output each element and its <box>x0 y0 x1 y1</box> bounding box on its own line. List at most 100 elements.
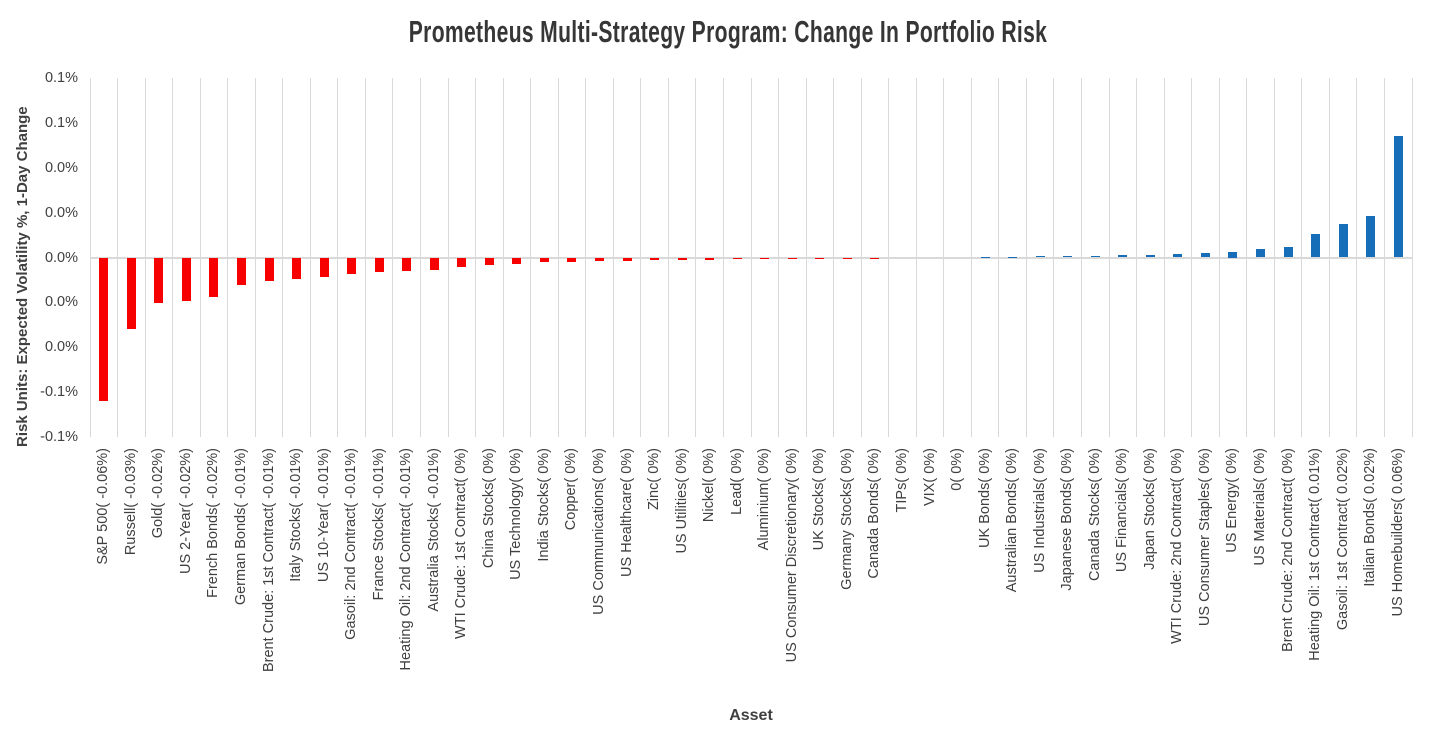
negative-bar <box>154 257 164 304</box>
x-tick-label: US Energy( 0%) <box>1224 448 1241 553</box>
positive-bar <box>1200 253 1210 258</box>
y-tick-label: -0.1% <box>40 384 78 401</box>
x-tick-label: US Financials( 0%) <box>1114 448 1131 573</box>
x-tick-label: US Homebuilders( 0.06%) <box>1389 448 1406 617</box>
positive-bar <box>1338 224 1348 258</box>
x-tick-label: Italy Stocks( -0.01%) <box>288 448 305 582</box>
x-tick-label: US Materials( 0%) <box>1252 448 1269 566</box>
x-tick-label: US Consumer Discretionary( 0%) <box>783 448 800 663</box>
y-tick-label: 0.1% <box>44 70 78 86</box>
negative-bar <box>512 257 522 264</box>
x-tick-label: Japan Stocks( 0%) <box>1141 448 1158 570</box>
negative-bar <box>236 257 246 285</box>
negative-bar <box>677 257 687 261</box>
x-tick-label: Nickel( 0%) <box>701 448 718 523</box>
x-tick-label: WTI Crude: 1st Contract( 0%) <box>453 448 470 639</box>
plot-area <box>89 78 1413 437</box>
negative-bar <box>539 257 549 263</box>
x-tick-label: Gasoil: 2nd Contract( -0.01%) <box>343 448 360 640</box>
y-tick-label: 0.0% <box>44 159 78 176</box>
negative-bar <box>870 257 880 259</box>
negative-bar <box>567 257 577 262</box>
negative-bar <box>99 257 109 402</box>
x-tick-label: US 2-Year( -0.02%) <box>177 448 194 574</box>
positive-bar <box>1228 251 1238 258</box>
x-tick-label: Gasoil: 1st Contract( 0.02%) <box>1334 448 1351 631</box>
y-tick-label: 0.1% <box>44 114 78 131</box>
x-tick-label: France Stocks( -0.01%) <box>370 448 387 601</box>
negative-bar <box>374 257 384 273</box>
positive-bar <box>1311 233 1321 258</box>
x-tick-label: Canada Bonds( 0%) <box>866 448 883 579</box>
x-tick-label: Australia Stocks( -0.01%) <box>425 448 442 612</box>
y-tick-label: 0.0% <box>44 294 78 311</box>
negative-bar <box>705 257 715 260</box>
negative-bar <box>457 257 467 268</box>
negative-bar <box>429 257 439 271</box>
negative-bar <box>319 257 329 278</box>
x-tick-label: German Bonds( -0.01%) <box>232 448 249 606</box>
negative-bar <box>787 257 797 259</box>
negative-bar <box>815 257 825 259</box>
x-tick-label: Japanese Bonds( 0%) <box>1059 448 1076 591</box>
negative-bar <box>484 257 494 266</box>
negative-bar <box>650 257 660 261</box>
x-tick-label: US Industrials( 0%) <box>1031 448 1048 573</box>
y-axis-title: Risk Units: Expected Volatility %, 1-Day… <box>14 106 31 448</box>
x-tick-label: TIPs( 0%) <box>893 448 910 513</box>
negative-bar <box>181 257 191 302</box>
x-tick-label: S&P 500( -0.06%) <box>95 448 112 565</box>
x-tick-label: US Healthcare( 0%) <box>618 448 635 577</box>
x-tick-label: Russell( -0.03%) <box>122 448 139 556</box>
x-tick-label: 0( 0%) <box>949 448 966 491</box>
x-tick-label: UK Bonds( 0%) <box>976 448 993 548</box>
chart-title: Prometheus Multi-Strategy Program: Chang… <box>408 14 1048 49</box>
x-tick-label: UK Stocks( 0%) <box>811 448 828 551</box>
x-tick-label: US Consumer Staples( 0%) <box>1196 448 1213 627</box>
positive-bar <box>1145 254 1155 258</box>
x-tick-label: Australian Bonds( 0%) <box>1004 448 1021 593</box>
negative-bar <box>264 257 274 281</box>
x-tick-label: Heating Oil: 1st Contract( 0.01%) <box>1307 448 1324 661</box>
y-tick-label: 0.0% <box>44 339 78 356</box>
negative-bar <box>292 257 302 280</box>
x-tick-label: Germany Stocks( 0%) <box>838 448 855 590</box>
positive-bar <box>1063 256 1073 258</box>
positive-bar <box>1256 248 1266 258</box>
y-tick-label: 0.0% <box>44 249 78 266</box>
x-tick-label: US 10-Year( -0.01%) <box>315 448 332 583</box>
positive-bar <box>1283 246 1293 258</box>
negative-bar <box>622 257 632 261</box>
x-tick-label: Brent Crude: 1st Contract( -0.01%) <box>260 448 277 673</box>
x-tick-label: Heating Oil: 2nd Contract( -0.01%) <box>398 448 415 671</box>
x-tick-label: US Utilities( 0%) <box>673 448 690 554</box>
negative-bar <box>732 257 742 260</box>
x-tick-label: French Bonds( -0.02%) <box>205 448 222 598</box>
vertical-gridline <box>1411 78 1413 437</box>
negative-bar <box>402 257 412 271</box>
x-tick-label: Copper( 0%) <box>563 448 580 531</box>
positive-bar <box>1393 135 1403 258</box>
negative-bar <box>595 257 605 262</box>
y-tick-label: -0.1% <box>40 429 78 445</box>
x-tick-label: Gold( -0.02%) <box>150 448 167 539</box>
negative-bar <box>760 257 770 259</box>
negative-bar <box>842 257 852 259</box>
zero-gridline <box>90 256 1412 259</box>
positive-bar <box>980 256 990 258</box>
positive-bar <box>1173 253 1183 258</box>
positive-bar <box>1118 254 1128 258</box>
x-tick-label: VIX( 0%) <box>921 448 938 507</box>
x-tick-label: US Communications( 0%) <box>591 448 608 615</box>
x-tick-label: WTI Crude: 2nd Contract( 0%) <box>1169 448 1186 644</box>
negative-bar <box>347 257 357 274</box>
x-axis-title: Asset <box>729 707 773 724</box>
positive-bar <box>1035 256 1045 258</box>
x-tick-label: Italian Bonds( 0.02%) <box>1362 448 1379 587</box>
negative-bar <box>209 257 219 297</box>
x-tick-label: Lead( 0%) <box>728 448 745 515</box>
x-tick-label: US Technology( 0%) <box>508 448 525 580</box>
positive-bar <box>1090 256 1100 258</box>
x-tick-label: Canada Stocks( 0%) <box>1086 448 1103 581</box>
